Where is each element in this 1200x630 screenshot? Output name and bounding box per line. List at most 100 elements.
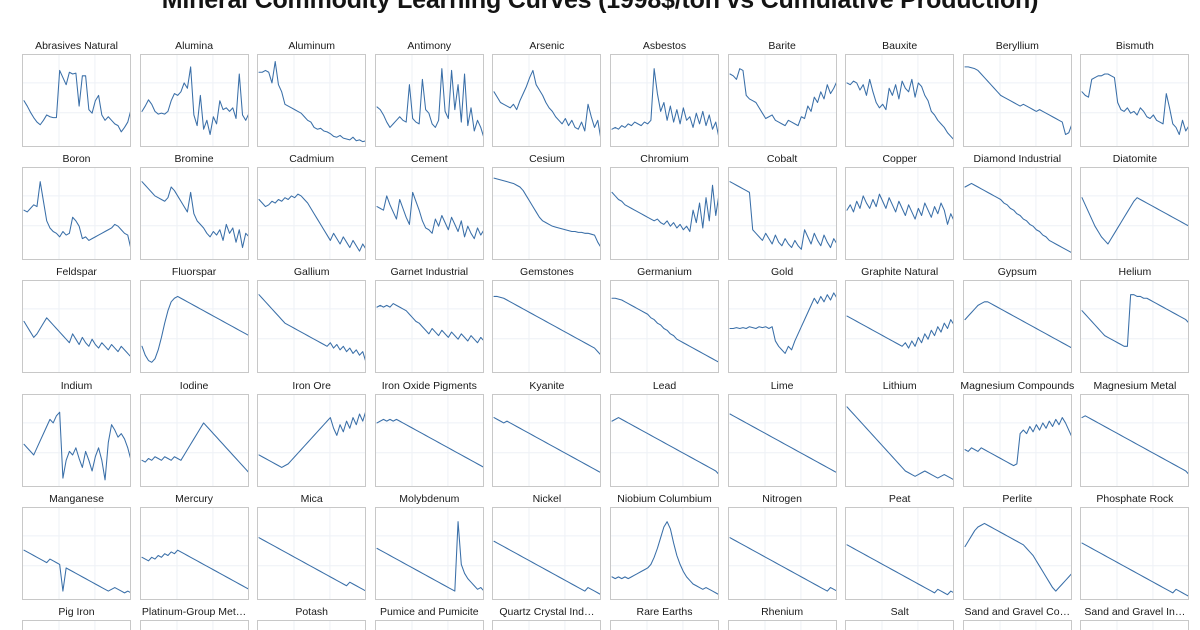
subplot-axes[interactable]	[1080, 54, 1190, 147]
subplot-axes[interactable]	[727, 506, 837, 600]
subplot-axes[interactable]	[257, 506, 367, 600]
subplot-panel[interactable]: Nitrogen	[727, 493, 837, 606]
subplot-axes[interactable]	[1080, 280, 1190, 374]
subplot-axes[interactable]	[610, 393, 719, 487]
subplot-axes[interactable]	[845, 167, 955, 261]
subplot-panel[interactable]: Phosphate Rock	[1080, 493, 1190, 606]
subplot-panel[interactable]: Indium104102	[22, 380, 131, 493]
subplot-axes[interactable]	[962, 280, 1072, 374]
subplot-axes[interactable]	[727, 619, 837, 630]
subplot-axes[interactable]	[610, 619, 719, 630]
subplot-panel[interactable]: Rhenium	[727, 606, 837, 630]
subplot-axes[interactable]	[22, 280, 131, 374]
subplot-panel[interactable]: Arsenic	[492, 40, 602, 153]
subplot-panel[interactable]: Boron103	[22, 153, 131, 266]
subplot-axes[interactable]	[1080, 393, 1190, 487]
subplot-axes[interactable]	[1080, 167, 1190, 261]
subplot-axes[interactable]	[374, 619, 484, 630]
subplot-panel[interactable]: Chromium	[610, 153, 719, 266]
subplot-axes[interactable]	[139, 280, 249, 374]
subplot-panel[interactable]: Diatomite	[1080, 153, 1190, 266]
subplot-panel[interactable]: Pumice and Pumicite	[374, 606, 484, 630]
subplot-axes[interactable]	[139, 167, 249, 261]
subplot-panel[interactable]: Peat	[845, 493, 955, 606]
subplot-panel[interactable]: Lead	[610, 380, 719, 493]
subplot-panel[interactable]: Germanium	[610, 266, 719, 379]
subplot-panel[interactable]: Cesium	[492, 153, 602, 266]
subplot-axes[interactable]	[492, 167, 602, 261]
subplot-axes[interactable]	[962, 54, 1072, 147]
subplot-axes[interactable]	[139, 619, 249, 630]
subplot-axes[interactable]	[492, 393, 602, 487]
subplot-panel[interactable]: Lithium	[845, 380, 955, 493]
subplot-panel[interactable]: Nickel	[492, 493, 602, 606]
subplot-panel[interactable]: Helium	[1080, 266, 1190, 379]
subplot-axes[interactable]	[845, 506, 955, 600]
subplot-panel[interactable]: Iron Oxide Pigments	[374, 380, 484, 493]
subplot-panel[interactable]: Manganese103	[22, 493, 131, 606]
subplot-axes[interactable]	[492, 506, 602, 600]
subplot-panel[interactable]: Sand and Gravel In…	[1080, 606, 1190, 630]
subplot-panel[interactable]: Fluorspar	[139, 266, 249, 379]
subplot-panel[interactable]: Abrasives Natural	[22, 40, 131, 153]
subplot-axes[interactable]	[962, 619, 1072, 630]
subplot-panel[interactable]: Feldspar	[22, 266, 131, 379]
subplot-panel[interactable]: Quartz Crystal Ind…	[492, 606, 602, 630]
subplot-axes[interactable]	[610, 54, 719, 147]
subplot-panel[interactable]: Copper	[845, 153, 955, 266]
subplot-panel[interactable]: Aluminum	[257, 40, 367, 153]
subplot-panel[interactable]: Barite	[727, 40, 837, 153]
subplot-panel[interactable]: Cement	[374, 153, 484, 266]
subplot-panel[interactable]: Bauxite	[845, 40, 955, 153]
subplot-panel[interactable]: Gypsum	[962, 266, 1072, 379]
subplot-axes[interactable]	[139, 506, 249, 600]
subplot-axes[interactable]	[727, 54, 837, 147]
subplot-axes[interactable]	[492, 54, 602, 147]
subplot-panel[interactable]: Gallium	[257, 266, 367, 379]
subplot-axes[interactable]	[257, 54, 367, 147]
subplot-axes[interactable]	[374, 506, 484, 600]
subplot-axes[interactable]	[845, 393, 955, 487]
subplot-panel[interactable]: Platinum-Group Met…	[139, 606, 249, 630]
subplot-panel[interactable]: Diamond Industrial	[962, 153, 1072, 266]
subplot-panel[interactable]: Iron Ore	[257, 380, 367, 493]
subplot-panel[interactable]: Gemstones	[492, 266, 602, 379]
subplot-axes[interactable]	[257, 619, 367, 630]
subplot-panel[interactable]: Molybdenum	[374, 493, 484, 606]
subplot-panel[interactable]: Pig Iron	[22, 606, 131, 630]
subplot-panel[interactable]: Kyanite	[492, 380, 602, 493]
subplot-panel[interactable]: Antimony	[374, 40, 484, 153]
subplot-axes[interactable]	[610, 280, 719, 374]
subplot-axes[interactable]	[374, 393, 484, 487]
subplot-axes[interactable]	[492, 619, 602, 630]
subplot-panel[interactable]: Rare Earths	[610, 606, 719, 630]
subplot-panel[interactable]: Niobium Columbium	[610, 493, 719, 606]
subplot-axes[interactable]	[962, 167, 1072, 261]
subplot-panel[interactable]: Cobalt	[727, 153, 837, 266]
subplot-axes[interactable]	[962, 393, 1072, 487]
subplot-axes[interactable]: 103	[22, 167, 131, 261]
subplot-panel[interactable]: Bromine	[139, 153, 249, 266]
subplot-axes[interactable]	[139, 393, 249, 487]
subplot-axes[interactable]	[962, 506, 1072, 600]
subplot-panel[interactable]: Mica	[257, 493, 367, 606]
subplot-panel[interactable]: Asbestos	[610, 40, 719, 153]
subplot-axes[interactable]	[257, 280, 367, 374]
subplot-axes[interactable]	[374, 167, 484, 261]
subplot-panel[interactable]: Cadmium	[257, 153, 367, 266]
subplot-axes[interactable]	[845, 280, 955, 374]
subplot-panel[interactable]: Magnesium Compounds	[960, 380, 1074, 493]
subplot-panel[interactable]: Salt	[845, 606, 955, 630]
subplot-axes[interactable]	[727, 280, 837, 374]
subplot-axes[interactable]	[727, 167, 837, 261]
subplot-axes[interactable]	[22, 54, 131, 147]
subplot-axes[interactable]	[845, 54, 955, 147]
subplot-axes[interactable]	[1080, 506, 1190, 600]
subplot-axes[interactable]	[257, 167, 367, 261]
subplot-panel[interactable]: Sand and Gravel Co…	[962, 606, 1072, 630]
subplot-panel[interactable]: Bismuth	[1080, 40, 1190, 153]
subplot-panel[interactable]: Potash	[257, 606, 367, 630]
subplot-axes[interactable]	[610, 167, 719, 261]
subplot-panel[interactable]: Garnet Industrial	[374, 266, 484, 379]
subplot-axes[interactable]	[257, 393, 367, 487]
